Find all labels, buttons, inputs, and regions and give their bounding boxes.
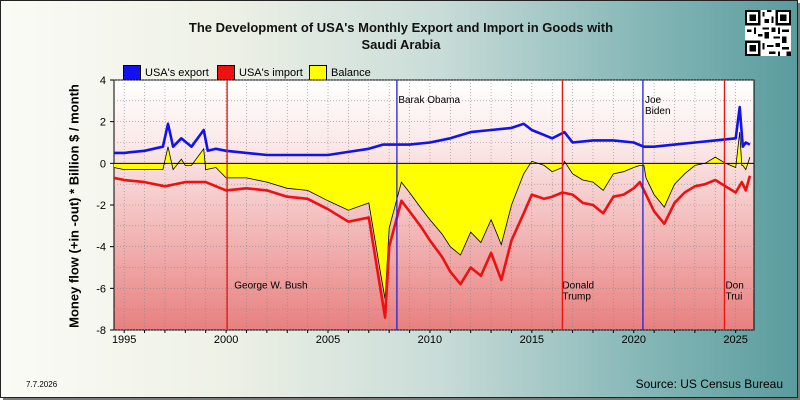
legend-item-import: USA's import — [217, 65, 303, 81]
x-tick-label: 2020 — [622, 334, 646, 346]
x-tick-label: 2005 — [316, 334, 340, 346]
x-tick-label: 2010 — [418, 334, 442, 346]
y-tick-label: 2 — [100, 117, 106, 129]
event-label-line: George W. Bush — [234, 280, 307, 291]
event-label-line: Barak Obama — [398, 95, 460, 106]
y-tick-label: -8 — [96, 325, 106, 337]
x-tick-label: 1995 — [112, 334, 136, 346]
x-tick-label: 2015 — [520, 334, 544, 346]
event-label-line: Trump — [562, 291, 591, 302]
balance-area — [114, 132, 750, 299]
source-note: Source: US Census Bureau — [635, 377, 783, 391]
event-label: Barak Obama — [398, 95, 460, 106]
axes: 4 2 0 -2 -4 -6 -8 1995 2000 2005 2010 2015 2020 2025 — [96, 75, 748, 346]
event-label-line: Don — [725, 280, 743, 291]
y-tick-label: -4 — [96, 242, 106, 254]
y-tick-label: 4 — [100, 75, 106, 87]
event-label-line: Joe — [645, 95, 662, 106]
export-line — [114, 105, 751, 157]
y-tick-label: -6 — [96, 283, 106, 295]
legend-label-balance: Balance — [331, 66, 371, 79]
y-tick-label: 0 — [100, 158, 106, 170]
chart-title: The Development of USA's Monthly Export … — [188, 20, 614, 52]
qr-code-icon — [745, 10, 791, 56]
event-label: George W. Bush — [234, 280, 307, 291]
event-label: Joe Biden — [645, 95, 671, 117]
event-label-line: Donald — [562, 280, 594, 291]
y-tick-label: -2 — [96, 200, 106, 212]
balance-outline — [114, 132, 751, 299]
date-stamp: 7.7.2026 — [26, 380, 58, 389]
x-tick-label: 2000 — [214, 334, 238, 346]
legend-label-export: USA's export — [145, 66, 209, 79]
event-label-line: Trui — [725, 291, 742, 302]
import-line — [114, 175, 752, 319]
event-label-line: Biden — [645, 106, 671, 117]
event-markers: George W. Bush Barak Obama Donald Trump Joe B… — [226, 80, 744, 330]
legend-item-balance: Balance — [309, 65, 371, 81]
x-tick-label: 2025 — [723, 334, 747, 346]
event-label: Donald Trump — [562, 280, 594, 302]
event-label: Don Trui — [725, 280, 743, 302]
legend-label-import: USA's import — [239, 66, 303, 79]
data-marks — [114, 105, 754, 319]
legend-item-export: USA's export — [123, 65, 209, 81]
